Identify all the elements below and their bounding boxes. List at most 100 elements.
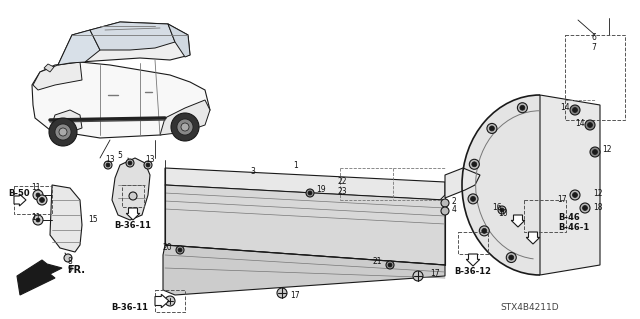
Text: B-46: B-46 <box>558 213 580 222</box>
Circle shape <box>128 161 132 165</box>
Text: 11: 11 <box>31 183 41 192</box>
Polygon shape <box>58 22 190 65</box>
Circle shape <box>171 113 199 141</box>
Text: 17: 17 <box>430 270 440 278</box>
Polygon shape <box>58 30 100 65</box>
Circle shape <box>482 228 487 234</box>
Text: 11: 11 <box>31 213 41 222</box>
Circle shape <box>441 207 449 215</box>
Polygon shape <box>126 208 140 220</box>
Text: 22: 22 <box>337 177 347 187</box>
Polygon shape <box>165 185 445 265</box>
Circle shape <box>106 163 110 167</box>
Bar <box>14 186 52 214</box>
Circle shape <box>104 161 112 169</box>
Polygon shape <box>50 185 82 252</box>
Text: 8: 8 <box>68 257 72 266</box>
Polygon shape <box>467 254 480 266</box>
Circle shape <box>509 255 514 260</box>
Circle shape <box>129 192 137 200</box>
Circle shape <box>593 150 598 154</box>
Circle shape <box>33 215 43 225</box>
Circle shape <box>306 189 314 197</box>
Circle shape <box>36 193 40 197</box>
Bar <box>524 200 566 232</box>
Circle shape <box>49 118 77 146</box>
Text: B-46-1: B-46-1 <box>558 222 589 232</box>
Polygon shape <box>445 168 480 198</box>
Text: 16: 16 <box>492 203 502 211</box>
Circle shape <box>165 296 175 306</box>
Circle shape <box>386 261 394 269</box>
Circle shape <box>520 105 525 110</box>
Text: 10: 10 <box>499 209 508 218</box>
Polygon shape <box>165 168 445 200</box>
Circle shape <box>40 197 45 203</box>
Circle shape <box>36 218 40 222</box>
Bar <box>122 185 144 207</box>
Polygon shape <box>90 22 175 50</box>
Text: 13: 13 <box>105 155 115 165</box>
Text: 19: 19 <box>316 186 326 195</box>
Circle shape <box>177 119 193 135</box>
Text: 14: 14 <box>575 118 585 128</box>
Text: 5: 5 <box>118 152 122 160</box>
Circle shape <box>487 123 497 133</box>
Text: FR.: FR. <box>67 265 85 275</box>
Circle shape <box>472 162 477 167</box>
Polygon shape <box>32 62 210 138</box>
Polygon shape <box>44 64 54 72</box>
Circle shape <box>585 120 595 130</box>
Text: 18: 18 <box>593 203 602 211</box>
Circle shape <box>413 271 423 281</box>
Bar <box>565 35 625 120</box>
Circle shape <box>573 108 577 113</box>
Text: B-36-11: B-36-11 <box>115 220 152 229</box>
Text: 17: 17 <box>557 196 566 204</box>
Polygon shape <box>163 245 445 295</box>
Circle shape <box>59 128 67 136</box>
Text: 13: 13 <box>145 155 155 165</box>
Circle shape <box>590 147 600 157</box>
Text: 9: 9 <box>68 265 72 275</box>
Text: 2: 2 <box>452 197 457 205</box>
Circle shape <box>126 159 134 167</box>
Circle shape <box>588 122 593 128</box>
Text: B-50: B-50 <box>8 189 29 197</box>
Circle shape <box>506 253 516 263</box>
Circle shape <box>490 126 495 131</box>
Text: B-36-12: B-36-12 <box>454 268 492 277</box>
Polygon shape <box>17 260 62 295</box>
Circle shape <box>517 103 527 113</box>
Polygon shape <box>540 95 600 275</box>
Polygon shape <box>50 110 82 133</box>
Circle shape <box>388 263 392 267</box>
Circle shape <box>64 254 72 262</box>
Circle shape <box>469 159 479 169</box>
Text: 23: 23 <box>337 187 347 196</box>
Circle shape <box>33 190 43 200</box>
Circle shape <box>144 161 152 169</box>
Text: 17: 17 <box>290 291 300 300</box>
Circle shape <box>573 192 577 197</box>
Circle shape <box>582 205 588 211</box>
Circle shape <box>178 248 182 252</box>
Text: 14: 14 <box>561 103 570 113</box>
Polygon shape <box>155 294 169 308</box>
Bar <box>155 290 185 312</box>
Circle shape <box>146 163 150 167</box>
Circle shape <box>470 197 476 201</box>
Text: 12: 12 <box>602 145 611 154</box>
Text: 12: 12 <box>593 189 602 197</box>
Circle shape <box>441 199 449 207</box>
Polygon shape <box>168 24 190 57</box>
Circle shape <box>500 208 504 212</box>
Bar <box>458 232 488 254</box>
Circle shape <box>55 124 71 140</box>
Text: B-36-11: B-36-11 <box>111 303 148 313</box>
Polygon shape <box>33 62 82 90</box>
Circle shape <box>176 246 184 254</box>
Text: 21: 21 <box>372 257 382 266</box>
Circle shape <box>570 105 580 115</box>
Polygon shape <box>462 95 540 275</box>
